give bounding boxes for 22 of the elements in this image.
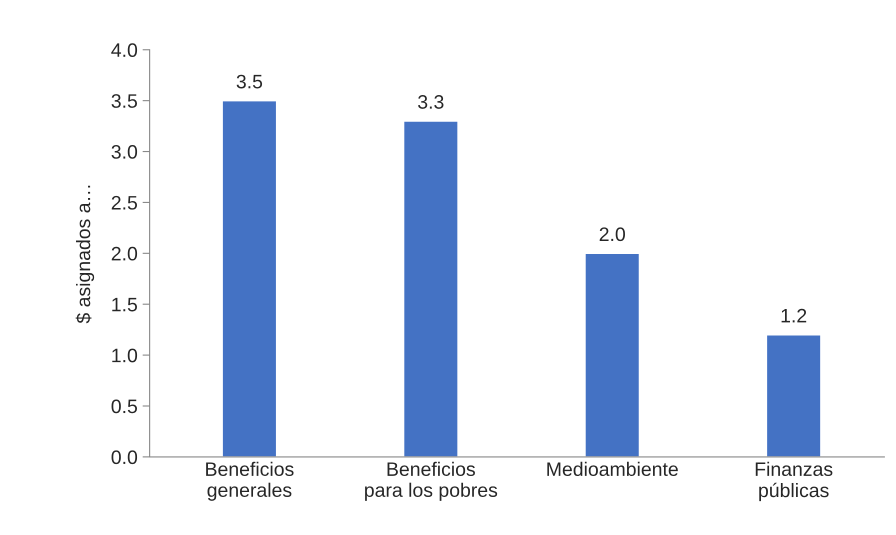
y-axis-title: $ asignados a…	[76, 186, 94, 324]
bar	[766, 334, 822, 457]
y-tick-label: 2.0	[112, 246, 138, 261]
y-tick-label: 2.5	[112, 196, 138, 210]
y-tick-label: 1.0	[112, 348, 138, 362]
y-tick-label: 3.0	[112, 145, 138, 159]
data-label: 3.5	[236, 74, 262, 88]
y-tick-label: 0.0	[112, 450, 138, 464]
data-label: 1.2	[782, 308, 806, 322]
y-tick-label: 3.5	[112, 94, 138, 108]
x-tick-label: Beneficios para los pobres	[365, 462, 498, 501]
data-label: 3.3	[418, 95, 444, 109]
y-tick-label: 1.5	[112, 298, 138, 312]
x-tick-label: Beneficios generales	[206, 462, 294, 501]
bar	[584, 252, 640, 457]
y-tick-label: 4.0	[111, 43, 138, 57]
x-tick-label: Finanzas públicas	[756, 462, 832, 502]
y-tick-label: 0.5	[112, 399, 138, 414]
x-tick-label: Medioambiente	[547, 462, 678, 476]
data-label: 2.0	[600, 227, 625, 242]
bar	[402, 120, 459, 457]
bar	[222, 100, 278, 457]
